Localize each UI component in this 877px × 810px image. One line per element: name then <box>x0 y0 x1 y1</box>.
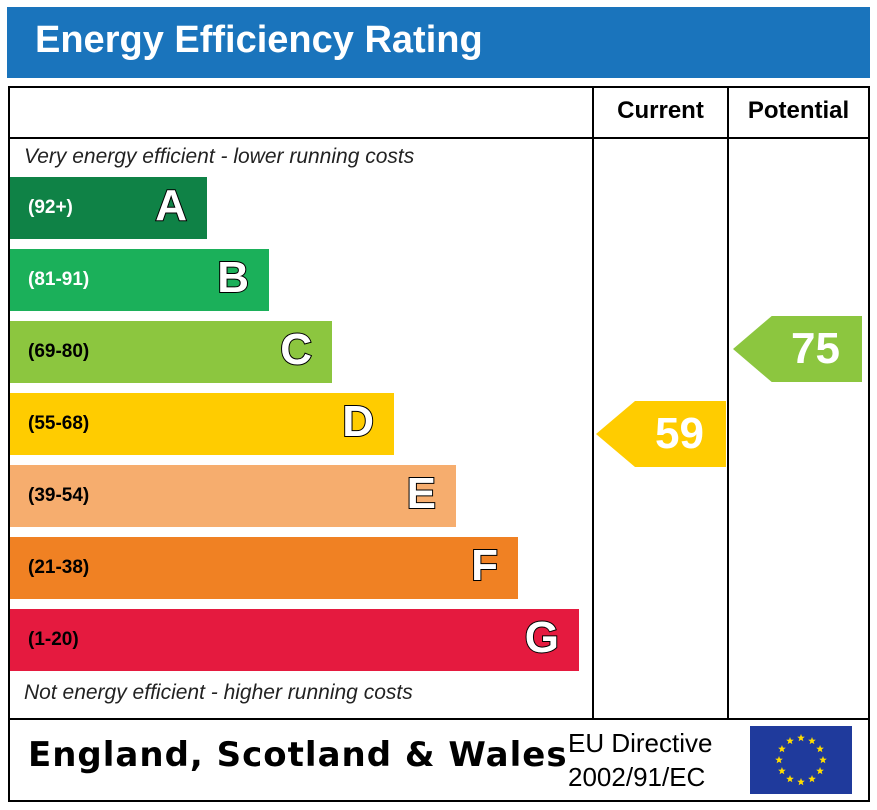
band-g: (1-20) G <box>10 609 579 671</box>
band-c: (69-80) C <box>10 321 332 383</box>
eu-star-icon <box>797 734 805 742</box>
title-bar: Energy Efficiency Rating <box>7 7 870 78</box>
eu-star-icon <box>816 767 824 775</box>
band-letter: G <box>524 612 560 663</box>
directive-line-1: EU Directive <box>568 728 713 758</box>
eu-star-icon <box>786 736 794 745</box>
band-letter: F <box>470 540 499 591</box>
eu-star-icon <box>819 756 827 764</box>
band-a: (92+) A <box>10 177 207 239</box>
band-letter: A <box>154 180 188 231</box>
band-f: (21-38) F <box>10 537 518 599</box>
region-label: England, Scotland & Wales <box>28 735 568 775</box>
band-letter: B <box>216 252 250 303</box>
header-divider <box>8 137 870 139</box>
band-letter: C <box>279 324 313 375</box>
band-e: (39-54) E <box>10 465 456 527</box>
band-b: (81-91) B <box>10 249 269 311</box>
band-d: (55-68) D <box>10 393 394 455</box>
divider-current <box>592 86 594 719</box>
rating-frame <box>8 86 870 802</box>
footer-divider <box>8 718 870 720</box>
column-header-potential: Potential <box>747 97 850 124</box>
band-letter: E <box>406 468 437 519</box>
eu-star-icon <box>797 778 805 786</box>
eu-star-icon <box>778 767 786 775</box>
eu-star-icon <box>808 736 816 745</box>
column-header-current: Current <box>617 97 704 124</box>
eu-star-icon <box>778 745 786 753</box>
eu-flag-stars <box>775 734 827 786</box>
current-rating-arrow: 59 <box>596 401 726 467</box>
potential-rating-value: 75 <box>791 324 840 373</box>
band-range-label: (69-80) <box>28 341 90 362</box>
eu-star-icon <box>808 775 816 783</box>
band-range-label: (1-20) <box>28 629 79 650</box>
band-range-label: (92+) <box>28 197 73 218</box>
band-range-label: (39-54) <box>28 485 90 506</box>
note-efficient: Very energy efficient - lower running co… <box>24 145 415 168</box>
band-letter: D <box>341 396 375 447</box>
divider-potential <box>727 86 729 719</box>
eu-flag-icon <box>750 726 852 794</box>
page-title: Energy Efficiency Rating <box>35 19 483 61</box>
band-range-label: (21-38) <box>28 557 90 578</box>
band-range-label: (55-68) <box>28 413 90 434</box>
band-range-label: (81-91) <box>28 269 90 290</box>
directive-line-2: 2002/91/EC <box>568 762 706 792</box>
eu-star-icon <box>816 745 824 753</box>
eu-star-icon <box>786 775 794 783</box>
note-inefficient: Not energy efficient - higher running co… <box>24 681 413 704</box>
current-rating-value: 59 <box>655 409 704 458</box>
eu-star-icon <box>775 756 783 764</box>
